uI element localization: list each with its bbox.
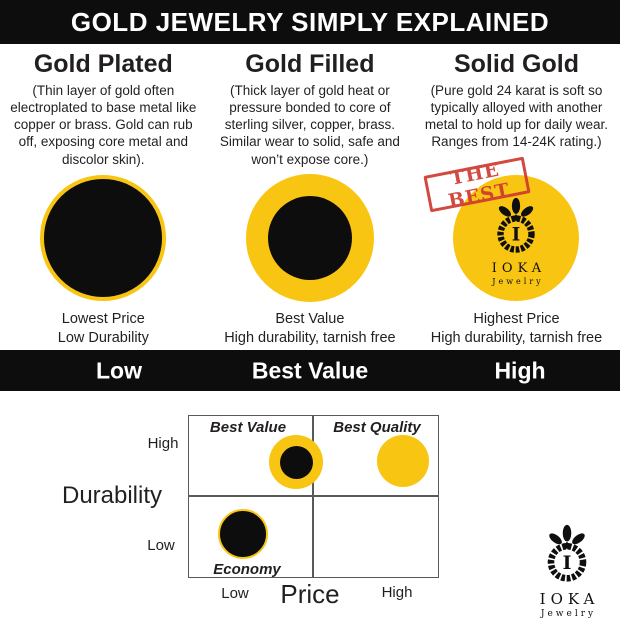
point-best-value — [269, 435, 323, 489]
circle-illustration-wrap — [5, 172, 202, 304]
brand-name: IOKA — [491, 260, 547, 276]
trait-line: Highest Price — [473, 311, 560, 327]
x-axis-label: Price — [280, 579, 340, 609]
point-black-core — [279, 445, 313, 479]
quadrant-label-best-quality: Best Quality — [333, 419, 421, 436]
value-scale-bar: Low Best Value High — [0, 350, 620, 391]
x-axis-tick-low: Low — [221, 585, 249, 602]
column-title: Gold Plated — [33, 50, 173, 78]
point-best-quality — [377, 435, 429, 487]
price-durability-chart: Best Value Best Quality Economy High Low… — [0, 391, 620, 620]
column-gold-filled: Gold Filled (Thick layer of gold heat or… — [207, 50, 414, 367]
solid-gold-circle: IOKA Jewelry — [453, 175, 580, 301]
brand-subtitle: Jewelry — [540, 609, 597, 619]
column-title: Solid Gold — [453, 50, 579, 78]
trait-line: High durability, tarnish free — [430, 330, 603, 347]
column-description: (Thick layer of gold heat or pressure bo… — [219, 83, 400, 167]
value-bar-best-label: Best Value — [251, 357, 369, 383]
columns-section: Gold Plated (Thin layer of gold often el… — [0, 50, 620, 367]
grid-vertical-divider — [312, 416, 314, 577]
trait-line: High durability, tarnish free — [224, 330, 396, 347]
trait-line: Low Durability — [57, 330, 149, 347]
brand-subtitle: Jewelry — [492, 276, 544, 286]
page-title: GOLD JEWELRY SIMPLY EXPLAINED — [70, 6, 550, 37]
black-core — [267, 196, 352, 280]
y-axis-tick-low: Low — [147, 537, 175, 554]
point-economy — [218, 509, 268, 559]
value-bar-low-label: Low — [96, 357, 142, 383]
column-description: (Thin layer of gold often electroplated … — [10, 83, 197, 167]
quadrant-label-best-value: Best Value — [209, 419, 287, 436]
header-bar: GOLD JEWELRY SIMPLY EXPLAINED — [0, 0, 620, 44]
trait-line: Lowest Price — [61, 311, 145, 327]
ioka-crest-icon — [538, 524, 596, 588]
value-bar-high-label: High — [494, 357, 546, 383]
circle-illustration-wrap: THE BEST IOKA Jewelry — [418, 156, 615, 304]
circle-illustration-wrap — [212, 172, 409, 304]
column-solid-gold: Solid Gold (Pure gold 24 karat is soft s… — [413, 50, 620, 367]
gold-filled-circle — [245, 174, 374, 302]
grid-horizontal-divider — [189, 495, 438, 497]
x-axis-tick-high: High — [381, 584, 413, 601]
column-description: (Pure gold 24 karat is soft so typically… — [424, 83, 609, 150]
column-gold-plated: Gold Plated (Thin layer of gold often el… — [0, 50, 207, 367]
gold-plated-circle — [40, 175, 167, 301]
y-axis-label: Durability — [61, 482, 163, 509]
trait-line: Best Value — [275, 311, 345, 327]
quadrant-label-economy: Economy — [213, 561, 281, 578]
footer-brand-logo: IOKA Jewelry — [523, 524, 611, 619]
brand-name: IOKA — [539, 590, 600, 608]
ioka-crest-icon — [488, 197, 544, 259]
y-axis-tick-high: High — [147, 435, 179, 452]
column-title: Gold Filled — [245, 50, 375, 78]
